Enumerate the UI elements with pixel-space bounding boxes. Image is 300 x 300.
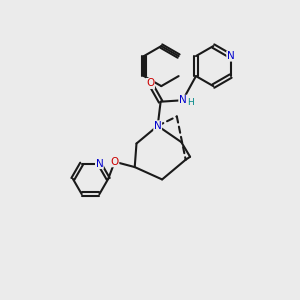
Text: O: O [146, 79, 154, 88]
Text: H: H [188, 98, 194, 107]
Text: O: O [111, 157, 119, 167]
Text: N: N [154, 121, 162, 131]
Text: N: N [95, 159, 103, 169]
Text: N: N [179, 95, 187, 105]
Text: N: N [227, 51, 235, 61]
